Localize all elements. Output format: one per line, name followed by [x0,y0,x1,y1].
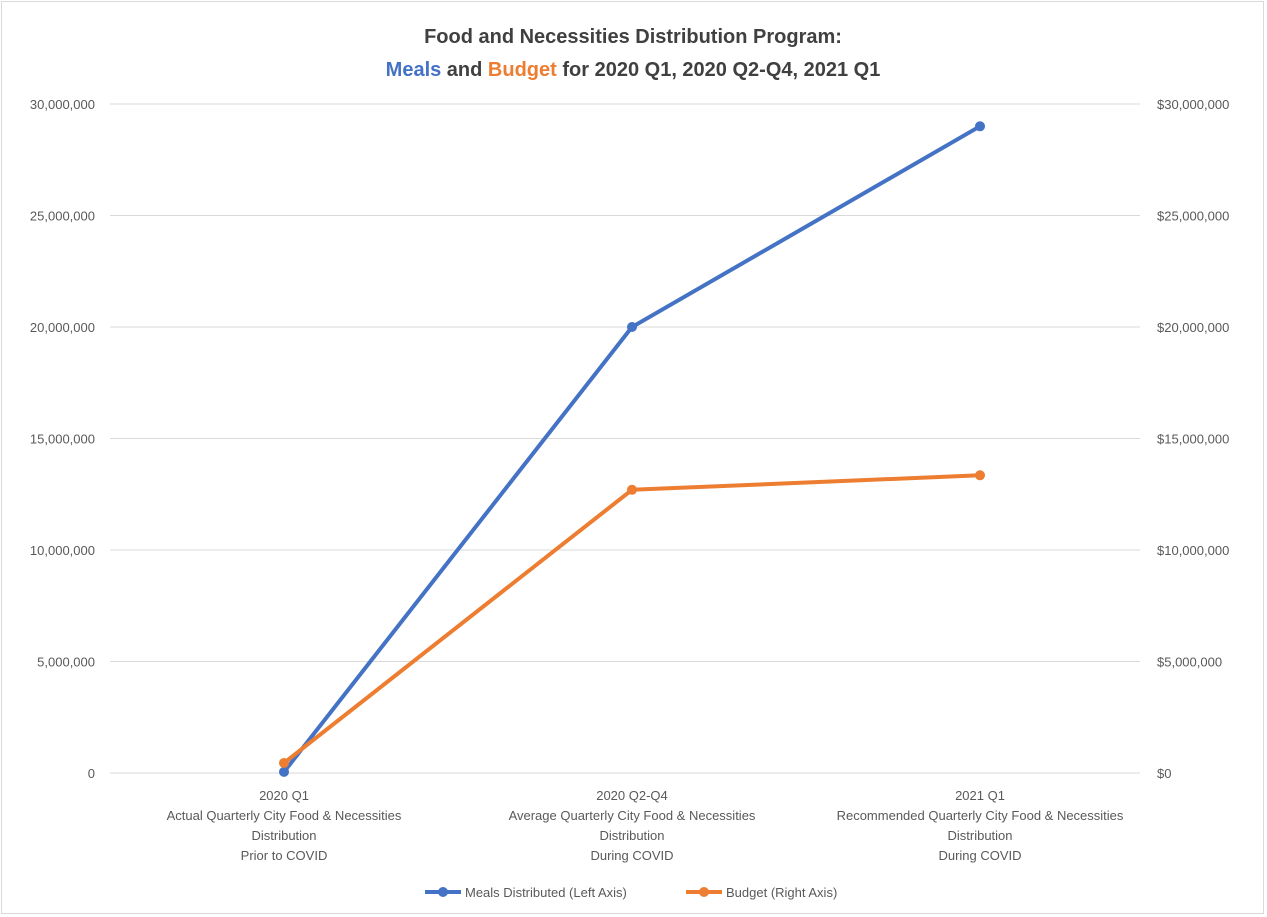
right-axis-tick-label: $5,000,000 [1157,655,1222,670]
title-budget-word: Budget [488,59,557,81]
category-label-line: Average Quarterly City Food & Necessitie… [509,808,756,823]
category-label-line: Prior to COVID [241,848,328,863]
category-label-line: During COVID [590,848,673,863]
series-line [282,473,982,765]
title-and-word: and [441,59,488,81]
category-label-line: 2020 Q2-Q4 [596,788,668,803]
category-label-line: Distribution [599,828,664,843]
category-label-line: Distribution [947,828,1012,843]
series-line [282,124,982,774]
data-point [627,484,637,495]
title-meals-word: Meals [386,59,442,81]
right-axis-tick-label: $10,000,000 [1157,543,1229,558]
category-label: 2020 Q1 Actual Quarterly City Food & Nece… [167,788,402,863]
left-axis-tick-label: 5,000,000 [37,655,95,670]
category-label-line: Actual Quarterly City Food & Necessities [167,808,402,823]
category-label: 2020 Q2-Q4 Average Quarterly City Food & … [509,788,756,863]
left-axis-tick-label: 30,000,000 [30,97,95,112]
category-label-line: 2021 Q1 [955,788,1005,803]
gridlines [110,103,1140,774]
legend-marker [438,887,448,897]
category-label-line: Distribution [251,828,316,843]
category-label-line: During COVID [938,848,1021,863]
left-axis-tick-label: 25,000,000 [30,209,95,224]
chart-title-line2: Meals and Budget for 2020 Q1, 2020 Q2-Q4… [386,59,881,81]
left-axis-tick-label: 15,000,000 [30,432,95,447]
right-axis-ticks: $0 $5,000,000 $10,000,000 $15,000,000 $20,00… [1157,97,1229,781]
chart-title-line1: Food and Necessities Distribution Progra… [424,26,842,48]
series-lines [279,121,985,777]
left-axis-tick-label: 0 [88,766,95,781]
category-label: 2021 Q1 Recommended Quarterly City Food &… [837,788,1124,863]
right-axis-tick-label: $20,000,000 [1157,320,1229,335]
category-labels: 2020 Q1 Actual Quarterly City Food & Nece… [167,788,1124,863]
legend-marker [699,887,709,897]
data-point [279,766,289,777]
category-label-line: 2020 Q1 [259,788,309,803]
right-axis-tick-label: $25,000,000 [1157,209,1229,224]
legend-label: Meals Distributed (Left Axis) [465,885,627,900]
data-point [627,322,637,332]
right-axis-tick-label: $0 [1157,766,1171,781]
data-point [975,121,985,132]
left-axis-tick-label: 10,000,000 [30,543,95,558]
legend: Meals Distributed (Left Axis) Budget (Rig… [425,885,837,900]
right-axis-tick-label: $15,000,000 [1157,432,1229,447]
data-point [279,757,289,768]
legend-label: Budget (Right Axis) [726,885,837,900]
right-axis-tick-label: $30,000,000 [1157,97,1229,112]
title-period-text: for 2020 Q1, 2020 Q2-Q4, 2021 Q1 [557,59,881,81]
category-label-line: Recommended Quarterly City Food & Necess… [837,808,1124,823]
left-axis-ticks: 0 5,000,000 10,000,000 15,000,000 20,000,000… [30,97,95,781]
data-point [975,470,985,481]
left-axis-tick-label: 20,000,000 [30,320,95,335]
